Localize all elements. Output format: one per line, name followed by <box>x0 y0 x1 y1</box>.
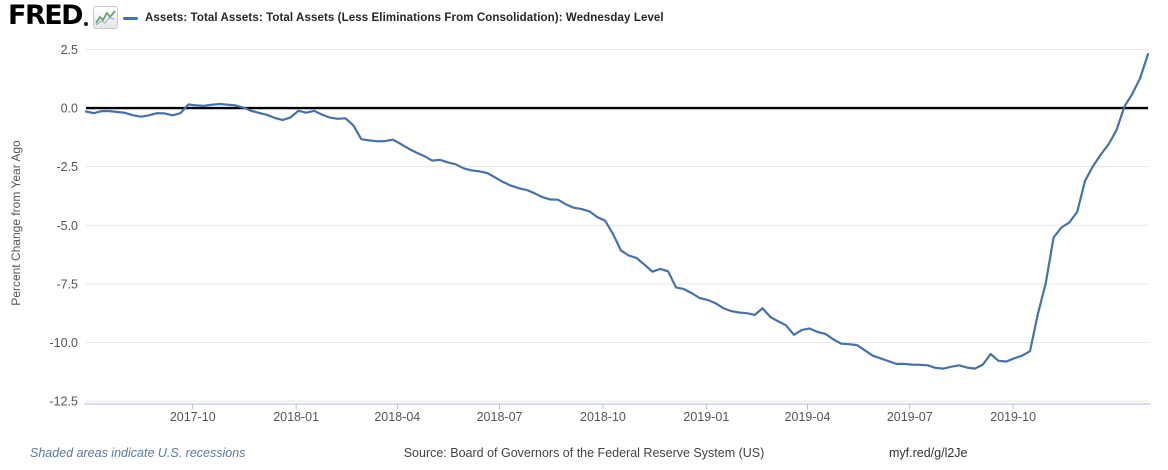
x-tick-label: 2018-01 <box>273 410 319 424</box>
x-tick-labels: 2017-10 2018-01 2018-04 2018-07 2018-10 2019-… <box>170 410 1036 424</box>
registered-mark-dot <box>84 22 89 26</box>
x-tick-label: 2019-10 <box>990 410 1036 424</box>
y-tick-label: -7.5 <box>56 277 78 291</box>
x-tick-label: 2019-07 <box>887 410 933 424</box>
short-url-link[interactable]: myf.red/g/l2Je <box>889 446 968 460</box>
x-tick-label: 2018-10 <box>580 410 626 424</box>
sparkline-icon-graphic <box>95 10 116 26</box>
fred-sparkline-icon <box>93 6 118 29</box>
legend-label: Assets: Total Assets: Total Assets (Less… <box>145 12 664 24</box>
legend-line-swatch <box>123 16 138 20</box>
y-tick-label: -5.0 <box>56 219 78 233</box>
chart-footer: Shaded areas indicate U.S. recessions So… <box>0 444 1168 466</box>
y-gridlines <box>86 48 1148 402</box>
y-tick-label: -12.5 <box>50 395 79 409</box>
y-tick-labels: 2.5 0.0 -2.5 -5.0 -7.5 -10.0 -12.5 <box>50 43 79 409</box>
x-tick-label: 2019-04 <box>785 410 831 424</box>
fred-logo-text: FRED <box>8 0 84 31</box>
chart-header: FRED Assets: Total Assets: Total Assets … <box>0 0 1168 38</box>
x-tick-label: 2017-10 <box>170 410 216 424</box>
y-tick-label: 2.5 <box>61 43 78 57</box>
y-tick-label: -2.5 <box>56 160 78 174</box>
x-tick-label: 2018-07 <box>477 410 523 424</box>
y-tick-label: -10.0 <box>50 336 79 350</box>
y-tick-label: 0.0 <box>61 102 78 116</box>
fred-logo[interactable]: FRED <box>8 0 89 31</box>
x-tick-label: 2018-04 <box>374 410 420 424</box>
x-tick-label: 2019-01 <box>683 410 729 424</box>
recessions-note-link[interactable]: Shaded areas indicate U.S. recessions <box>30 446 246 460</box>
series-line <box>84 53 1150 370</box>
source-text: Source: Board of Governors of the Federa… <box>403 446 765 460</box>
x-axis-ticks <box>192 404 1014 410</box>
legend-item[interactable]: Assets: Total Assets: Total Assets (Less… <box>123 12 664 24</box>
